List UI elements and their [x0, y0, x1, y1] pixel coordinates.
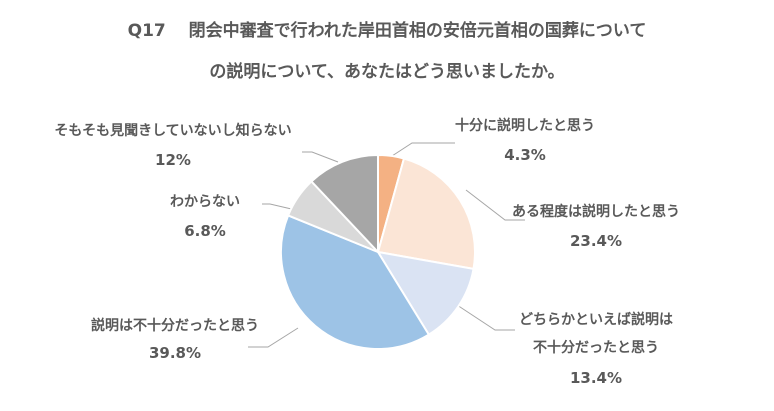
pie-slices — [280, 153, 476, 350]
slice-percent-label: 13.4% — [570, 369, 622, 387]
slice-label: どちらかといえば説明は — [519, 311, 673, 328]
slice-label: そもそも見聞きしていないし知らない — [54, 122, 291, 139]
slice-label: 説明は不十分だったと思う — [91, 317, 259, 334]
slice-label: ある程度は説明したと思う — [512, 203, 680, 220]
leader-line — [453, 302, 515, 331]
leader-line — [465, 189, 525, 221]
slice-percent-label: 4.3% — [504, 146, 546, 164]
slice-percent-label: 6.8% — [184, 222, 226, 240]
slice-percent-label: 39.8% — [149, 344, 201, 362]
pie-slice — [310, 153, 379, 255]
leader-line — [248, 327, 299, 348]
pie-slice — [375, 250, 475, 336]
chart-title-line-2: の説明について、あなたはどう思いましたか。 — [209, 61, 564, 82]
leader-lines — [248, 142, 525, 348]
slice-percent-label: 12% — [155, 151, 191, 169]
slice-label: 不十分だったと思う — [533, 339, 659, 356]
pie-slice — [280, 214, 431, 350]
pie-slice — [376, 157, 476, 271]
slice-percent-label: 23.4% — [570, 232, 622, 250]
chart-title-line-1: Q17 閉会中審査で行われた岸田首相の安倍元首相の国葬について — [128, 20, 647, 41]
leader-line — [302, 151, 339, 163]
slice-labels: 十分に説明したと思う 4.3% ある程度は説明したと思う 23.4% どちらかといえば説… — [54, 117, 680, 387]
leader-line — [391, 142, 455, 157]
slice-label: 十分に説明したと思う — [455, 117, 595, 134]
leader-line — [262, 203, 301, 212]
slice-label: わからない — [170, 194, 240, 210]
chart-title: Q17 閉会中審査で行われた岸田首相の安倍元首相の国葬について の説明について、… — [128, 20, 647, 82]
